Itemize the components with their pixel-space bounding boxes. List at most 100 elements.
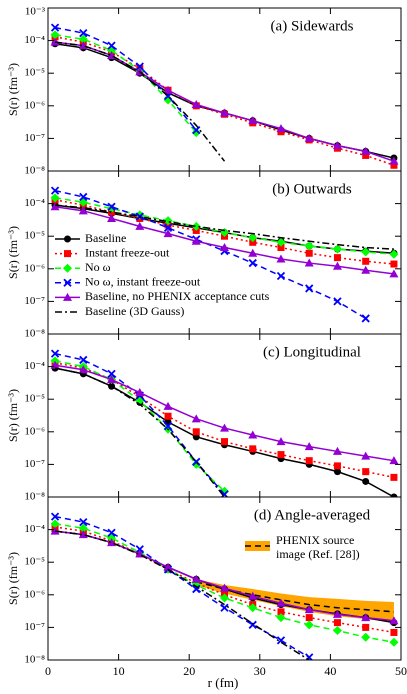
marker [50, 202, 60, 211]
marker [332, 626, 342, 636]
marker [192, 428, 200, 436]
plot-area [50, 23, 399, 169]
marker [50, 193, 60, 203]
y-tick-label: 10⁻⁶ [24, 588, 45, 600]
marker [107, 528, 116, 537]
marker [248, 116, 258, 125]
marker [361, 146, 371, 155]
marker [50, 37, 60, 46]
marker [220, 243, 229, 252]
marker [191, 459, 201, 469]
marker [362, 623, 370, 631]
marker [276, 124, 286, 133]
legend-label: Baseline [85, 231, 126, 245]
plot-area [50, 186, 399, 323]
marker [276, 237, 286, 247]
marker [78, 523, 88, 533]
marker [163, 85, 173, 94]
marker [333, 462, 341, 470]
marker [248, 258, 257, 268]
marker [333, 619, 341, 627]
y-axis-label: S(r) (fm⁻³) [6, 63, 20, 116]
legend-marker [63, 263, 72, 273]
marker [333, 297, 342, 306]
marker [276, 598, 286, 607]
marker [276, 254, 286, 263]
marker [163, 223, 173, 233]
marker [362, 477, 370, 485]
marker [50, 512, 60, 521]
marker [304, 620, 314, 630]
marker [191, 236, 201, 245]
marker [135, 388, 145, 397]
marker [390, 473, 398, 481]
marker [304, 442, 314, 451]
series-line [54, 26, 197, 131]
marker [107, 41, 116, 50]
panel-frame [47, 496, 402, 661]
x-tick-label: 40 [324, 664, 336, 678]
marker [135, 545, 144, 554]
y-axis-label: S(r) (fm⁻³) [6, 226, 20, 279]
marker [276, 271, 286, 281]
x-axis-label: r (fm) [208, 675, 239, 690]
marker [276, 636, 286, 645]
legend-label: No ω [85, 260, 111, 274]
marker [220, 423, 229, 432]
marker [192, 125, 201, 135]
marker [304, 258, 314, 267]
marker [305, 249, 313, 257]
marker [361, 613, 371, 622]
marker [220, 603, 229, 612]
marker [361, 265, 371, 274]
series-line [54, 34, 197, 134]
marker [305, 457, 313, 465]
phenix-band [196, 579, 394, 623]
marker [390, 260, 398, 268]
marker [389, 456, 399, 465]
marker [276, 437, 286, 446]
y-axis-label: S(r) (fm⁻³) [6, 389, 20, 442]
series-line [54, 41, 395, 162]
marker [135, 221, 145, 230]
y-tick-label: 10⁻⁶ [24, 425, 45, 437]
y-tick-label: 10⁻⁷ [24, 132, 45, 144]
marker [332, 141, 342, 150]
x-tick-label: 50 [395, 664, 407, 678]
marker [50, 186, 60, 195]
panel-title: (b) Outwards [272, 181, 352, 197]
marker [304, 605, 314, 614]
marker [389, 616, 399, 625]
series-line [54, 362, 395, 479]
series-line [54, 41, 226, 162]
legend-label: Instant freeze-out [85, 245, 170, 259]
marker [390, 161, 398, 169]
y-tick-label: 10⁻⁴ [24, 34, 45, 46]
marker [332, 609, 342, 618]
series-line [54, 367, 226, 497]
marker [50, 349, 60, 358]
marker [248, 603, 258, 613]
marker [277, 608, 285, 616]
series-line [54, 43, 395, 159]
legend-label: No ω, instant freeze-out [85, 275, 201, 289]
marker [79, 517, 88, 527]
marker [107, 369, 116, 378]
marker [390, 493, 398, 497]
legend-marker [63, 278, 72, 287]
marker [78, 530, 88, 539]
marker [135, 62, 144, 71]
legend-label: Baseline, no PHENIX acceptance cuts [85, 289, 270, 303]
marker [79, 355, 88, 365]
marker [107, 213, 117, 222]
marker [305, 614, 313, 622]
marker [249, 238, 257, 246]
y-tick-label: 10⁻⁵ [24, 230, 45, 242]
marker [50, 23, 60, 32]
marker [304, 133, 314, 142]
marker [249, 445, 257, 453]
marker [332, 446, 342, 455]
marker [389, 269, 399, 278]
marker [248, 430, 258, 439]
